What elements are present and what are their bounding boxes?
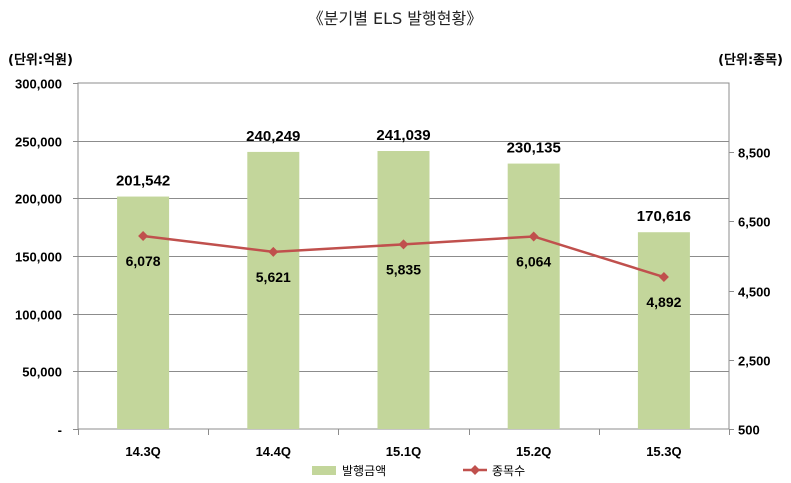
- legend-bar-swatch: [312, 466, 336, 475]
- left-axis-tick-label: -: [58, 423, 62, 438]
- line-point: [658, 272, 669, 283]
- legend-line-label: 종목수: [492, 464, 525, 478]
- legend-bar-label: 발행금액: [342, 463, 386, 478]
- bar-data-label: 240,249: [246, 128, 300, 145]
- x-axis-category-label: 15.1Q: [386, 444, 421, 459]
- data-labels: 201,542 240,249 241,039 230,135 170,616 6,078…: [116, 127, 691, 310]
- bar: [247, 151, 300, 429]
- line-point: [268, 246, 279, 257]
- right-axis-tick-label: 4,500: [738, 285, 771, 300]
- bar-series: [117, 151, 690, 429]
- line-point: [528, 231, 539, 242]
- left-axis-unit-label: (단위:억원): [8, 52, 73, 68]
- line-data-label: 5,621: [256, 269, 291, 285]
- legend-line-marker: [470, 465, 480, 475]
- line-point: [138, 231, 149, 242]
- legend: 발행금액 종목수: [312, 463, 525, 478]
- left-axis-tick-label: 250,000: [15, 135, 62, 150]
- right-axis-tick-label: 6,500: [738, 215, 771, 230]
- axes: - 50,000 100,000 150,000 200,000 250,000 300,0…: [15, 77, 771, 460]
- left-axis-tick-label: 50,000: [22, 365, 62, 380]
- line-data-label: 6,078: [126, 253, 161, 269]
- right-axis-tick-label: 8,500: [738, 146, 771, 161]
- bar: [507, 163, 560, 429]
- line-point: [398, 239, 409, 250]
- bar-data-label: 201,542: [116, 173, 170, 190]
- x-axis-category-label: 14.3Q: [125, 444, 160, 459]
- line-data-label: 6,064: [516, 253, 551, 269]
- right-axis-unit-label: (단위:종목): [718, 52, 783, 68]
- left-axis-tick-label: 100,000: [15, 308, 62, 323]
- left-axis-tick-label: 200,000: [15, 192, 62, 207]
- line-data-label: 4,892: [646, 294, 681, 310]
- bar: [637, 232, 690, 429]
- right-axis-tick-label: 2,500: [738, 354, 771, 369]
- chart-title: 《분기별 ELS 발행현황》: [308, 9, 482, 28]
- line-series: [138, 231, 669, 283]
- line-data-label: 5,835: [386, 261, 421, 277]
- x-axis-category-label: 14.4Q: [256, 444, 291, 459]
- bar-data-label: 241,039: [376, 127, 430, 144]
- x-axis-category-label: 15.2Q: [516, 444, 551, 459]
- bar: [377, 151, 430, 429]
- left-axis-tick-label: 300,000: [15, 77, 62, 92]
- x-axis-category-label: 15.3Q: [646, 444, 681, 459]
- bar-data-label: 170,616: [637, 208, 691, 225]
- right-axis-tick-label: 500: [738, 423, 760, 438]
- bar-data-label: 230,135: [507, 140, 561, 157]
- left-axis-tick-label: 150,000: [15, 250, 62, 265]
